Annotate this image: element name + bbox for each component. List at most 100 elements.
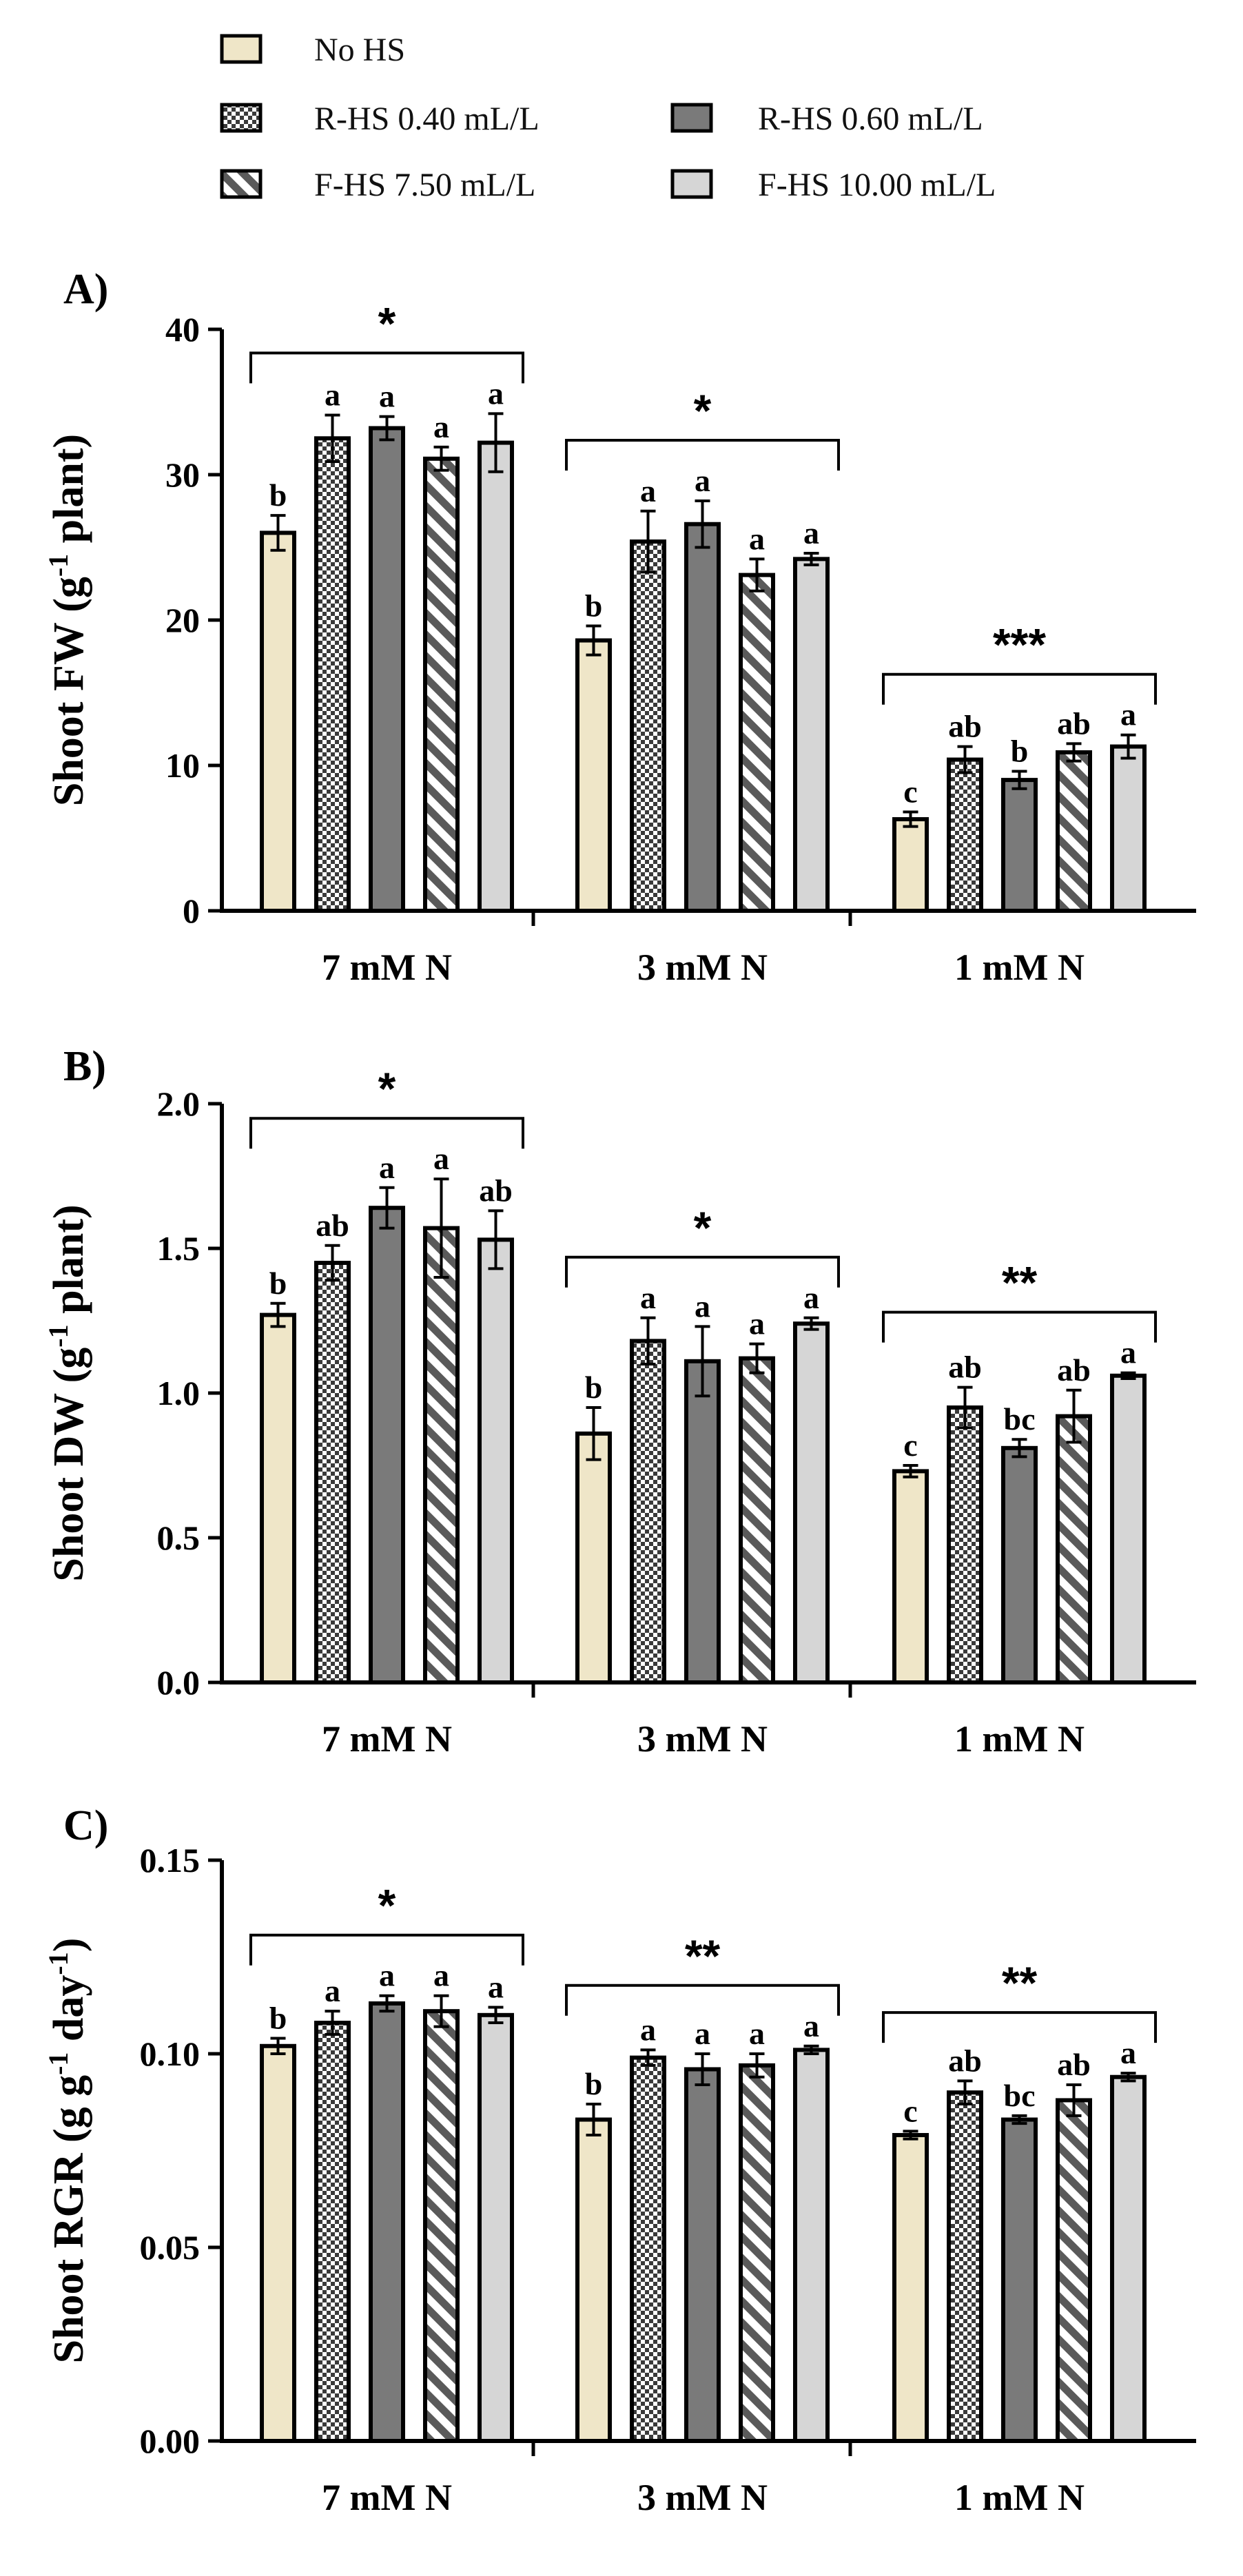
bar-r-hs-060-3mm	[684, 522, 721, 913]
significance-letter-f-hs-1000-7mm: a	[488, 1970, 504, 2005]
significance-letter-no-hs-3mm: b	[585, 2066, 603, 2101]
x-category-label-3mm: 3 mM N	[637, 2477, 768, 2518]
legend-label-r-hs-060: R-HS 0.60 mL/L	[758, 101, 983, 137]
y-axis-title-sup: -1	[43, 2052, 74, 2075]
significance-letter-no-hs-3mm: b	[585, 588, 603, 623]
y-axis-title: Shoot FW (g-1 plant)	[43, 434, 93, 806]
legend-swatch-f-hs-750	[220, 169, 263, 199]
bar-r-hs-040-3mm	[630, 2055, 666, 2444]
significance-bracket-7mm	[249, 1933, 524, 1966]
y-tick-label: 0.05	[140, 2228, 201, 2267]
y-tick-label: 10	[165, 746, 200, 785]
significance-letter-f-hs-750-1mm: ab	[1057, 705, 1091, 741]
significance-letter-no-hs-7mm: b	[269, 477, 287, 513]
bar-no-hs-3mm	[575, 2117, 612, 2444]
bar-f-hs-1000-3mm	[793, 557, 830, 913]
bar-f-hs-750-1mm	[1056, 1414, 1092, 1685]
significance-letter-r-hs-060-7mm: a	[379, 379, 395, 414]
significance-bracket-3mm	[565, 438, 840, 471]
significance-stars-1mm: **	[1002, 1957, 1038, 2008]
bar-r-hs-060-7mm	[369, 426, 405, 913]
significance-letter-f-hs-1000-3mm: a	[803, 515, 819, 550]
bar-no-hs-7mm	[260, 530, 296, 913]
bar-f-hs-750-1mm	[1056, 750, 1092, 914]
bar-f-hs-750-3mm	[739, 573, 775, 914]
bar-r-hs-040-1mm	[947, 2090, 983, 2443]
bar-f-hs-1000-3mm	[793, 1321, 830, 1684]
significance-letter-r-hs-060-1mm: b	[1011, 733, 1029, 768]
bar-f-hs-1000-1mm	[1110, 1373, 1147, 1685]
significance-letter-r-hs-040-3mm: a	[640, 473, 656, 508]
significance-stars-3mm: *	[694, 385, 712, 436]
legend-label-r-hs-040: R-HS 0.40 mL/L	[314, 101, 540, 137]
bar-f-hs-1000-1mm	[1110, 744, 1147, 913]
bar-r-hs-040-1mm	[947, 1405, 983, 1684]
legend-entry-no-hs: No HS	[220, 32, 405, 68]
bar-r-hs-040-3mm	[630, 539, 666, 913]
bar-f-hs-750-7mm	[423, 456, 460, 913]
y-axis-title-sup: -1	[43, 1324, 74, 1347]
bar-r-hs-060-1mm	[1001, 2117, 1038, 2444]
significance-letter-f-hs-1000-1mm: a	[1120, 2035, 1136, 2070]
significance-letter-f-hs-750-3mm: a	[749, 1306, 765, 1341]
bar-no-hs-1mm	[892, 2133, 929, 2444]
bar-f-hs-750-3mm	[739, 1356, 775, 1684]
significance-letter-r-hs-060-7mm: a	[379, 1150, 395, 1185]
x-category-label-7mm: 7 mM N	[322, 2477, 452, 2518]
bar-r-hs-060-3mm	[684, 2067, 721, 2443]
bar-no-hs-7mm	[260, 2043, 296, 2443]
significance-letter-f-hs-750-1mm: ab	[1057, 2047, 1091, 2082]
x-category-label-7mm: 7 mM N	[322, 947, 452, 988]
significance-letter-no-hs-7mm: b	[269, 1266, 287, 1301]
significance-stars-3mm: **	[685, 1930, 721, 1981]
significance-stars-1mm: ***	[993, 619, 1046, 670]
significance-letter-f-hs-1000-3mm: a	[803, 2008, 819, 2043]
significance-letter-f-hs-1000-7mm: ab	[479, 1173, 513, 1208]
bar-r-hs-060-1mm	[1001, 778, 1038, 913]
bar-no-hs-3mm	[575, 638, 612, 913]
y-tick-label: 0.00	[140, 2422, 201, 2460]
y-tick-label: 0.5	[157, 1518, 201, 1557]
y-axis-title: Shoot RGR (g g-1 day-1)	[43, 1938, 93, 2364]
significance-letter-f-hs-750-7mm: a	[433, 1141, 449, 1176]
significance-letter-no-hs-1mm: c	[903, 2093, 917, 2128]
x-category-label-1mm: 1 mM N	[954, 1718, 1085, 1760]
significance-stars-7mm: *	[378, 298, 396, 349]
significance-letter-r-hs-040-1mm: ab	[948, 2043, 982, 2078]
y-axis-title-tail: plant)	[45, 434, 92, 554]
y-tick-label: 20	[165, 601, 200, 639]
significance-letter-f-hs-1000-1mm: a	[1120, 1335, 1136, 1370]
significance-letter-f-hs-1000-3mm: a	[803, 1280, 819, 1315]
significance-letter-no-hs-1mm: c	[903, 774, 917, 810]
bar-r-hs-060-7mm	[369, 1206, 405, 1684]
significance-letter-r-hs-040-7mm: a	[325, 377, 340, 412]
bar-r-hs-040-7mm	[314, 2021, 351, 2444]
x-category-label-3mm: 3 mM N	[637, 1718, 768, 1760]
x-category-label-3mm: 3 mM N	[637, 947, 768, 988]
legend-label-no-hs: No HS	[314, 32, 405, 68]
legend-swatch-r-hs-040	[220, 103, 263, 133]
significance-letter-r-hs-060-3mm: a	[695, 1288, 710, 1323]
bar-no-hs-3mm	[575, 1431, 612, 1685]
significance-stars-1mm: **	[1002, 1257, 1038, 1308]
y-axis-title-main: Shoot RGR (g g	[45, 2075, 92, 2364]
significance-letter-no-hs-1mm: c	[903, 1428, 917, 1463]
bar-f-hs-1000-3mm	[793, 2048, 830, 2443]
bar-r-hs-040-7mm	[314, 1261, 351, 1684]
bar-f-hs-1000-1mm	[1110, 2074, 1147, 2443]
y-tick-label: 0.15	[140, 1841, 201, 1879]
y-axis-title-mid: day	[45, 1975, 92, 2052]
y-axis-title-main: Shoot DW (g	[45, 1348, 92, 1582]
bar-f-hs-1000-7mm	[477, 1237, 514, 1684]
y-tick-label: 40	[165, 310, 200, 349]
panel-c: C)Shoot RGR (g g-1 day-1)0.000.050.100.1…	[43, 1802, 1196, 2518]
y-axis-title: Shoot DW (g-1 plant)	[43, 1204, 93, 1581]
bar-no-hs-1mm	[892, 817, 929, 913]
bar-f-hs-750-3mm	[739, 2063, 775, 2444]
bar-r-hs-060-3mm	[684, 1359, 721, 1685]
legend-swatch-f-hs-1000	[670, 169, 713, 199]
legend-swatch-no-hs	[220, 34, 263, 64]
panel-letter: A)	[63, 266, 108, 313]
